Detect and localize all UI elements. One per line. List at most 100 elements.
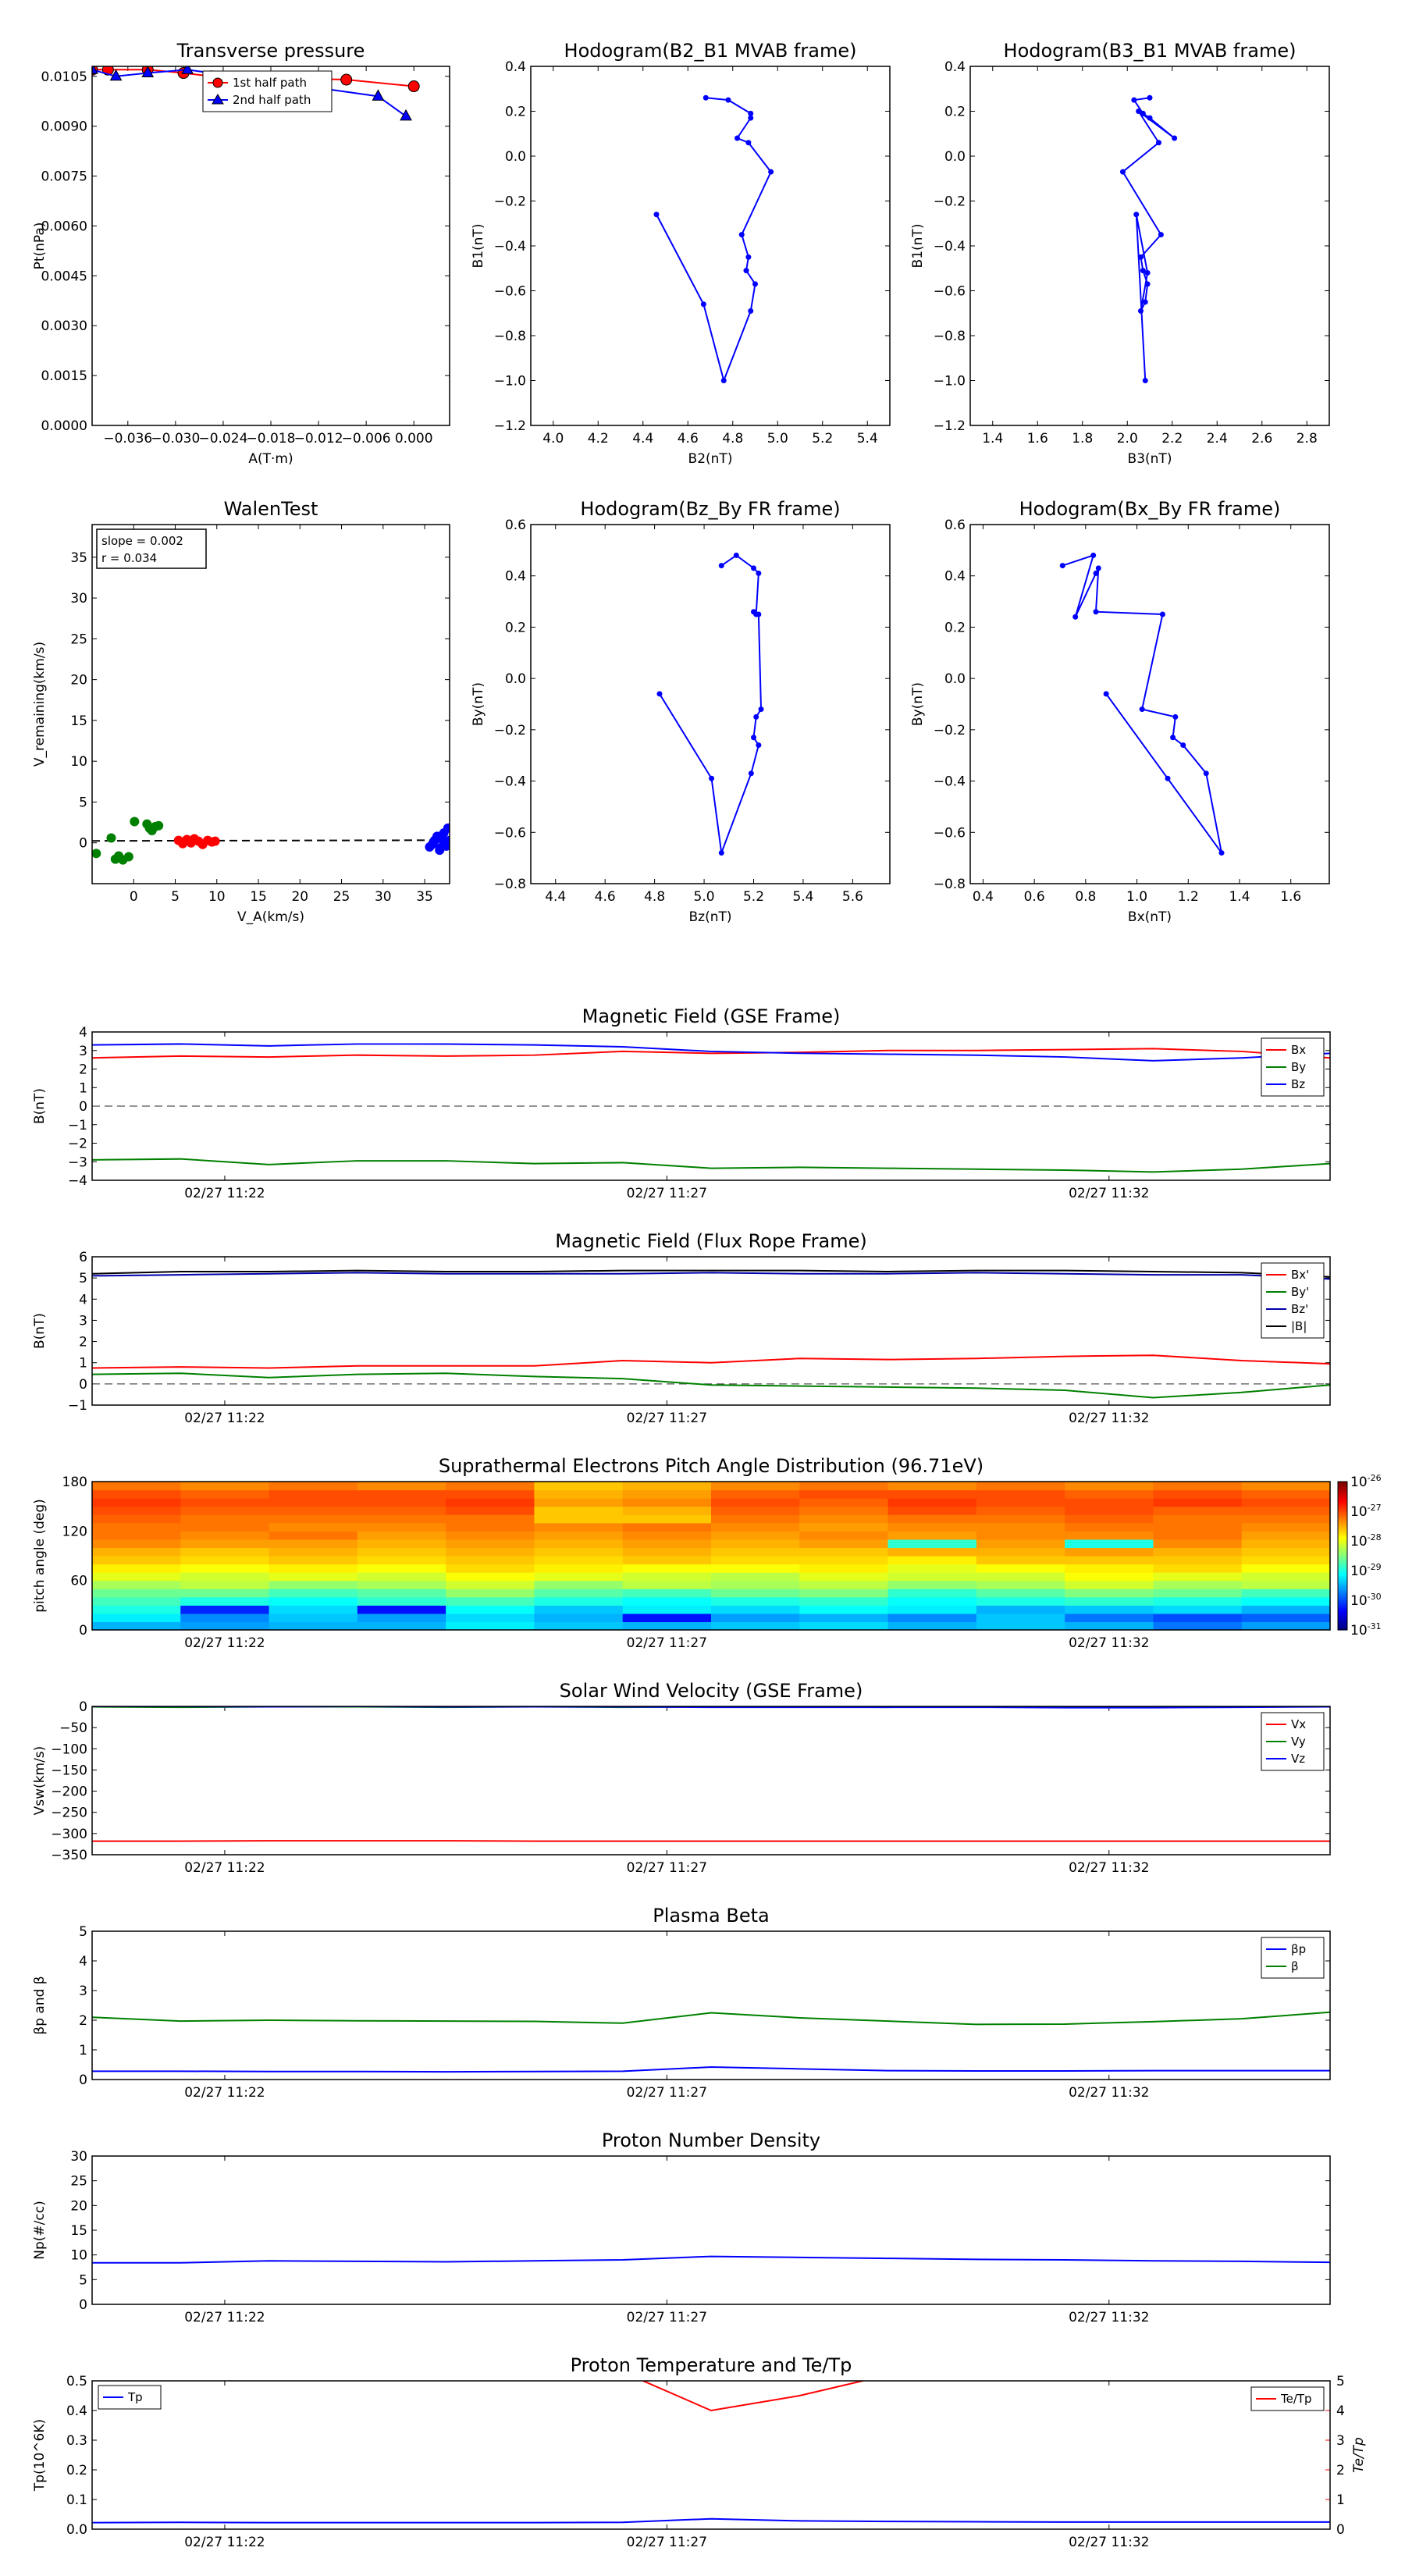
y-tick-label: 1: [79, 1080, 87, 1096]
heatmap-cell: [1153, 1589, 1243, 1598]
data-point: [751, 609, 757, 615]
y-tick-label: 0.0075: [41, 169, 87, 185]
heatmap-cell: [1241, 1489, 1331, 1499]
data-point: [1133, 212, 1140, 218]
data-point: [751, 565, 757, 571]
x-tick-label: 1.6: [1280, 889, 1301, 905]
series-line: [92, 2255, 1330, 2264]
y-tick-label: −250: [51, 1806, 87, 1821]
heatmap-cell: [976, 1556, 1065, 1565]
x-tick-label: 4.8: [722, 431, 743, 447]
heatmap-cell: [1153, 1498, 1243, 1507]
heatmap-cell: [1153, 1539, 1243, 1549]
heatmap-cell: [534, 1547, 624, 1557]
panel-pt: Transverse pressure−0.036−0.030−0.024−0.…: [32, 40, 450, 467]
colorbar-step: [1338, 1600, 1347, 1603]
heatmap-cell: [1241, 1531, 1331, 1540]
panel-hxy: Hodogram(Bx_By FR frame) 0.4 0.6 0.8 1.0 1.2 1…: [910, 498, 1330, 925]
colorbar-step: [1338, 1612, 1347, 1616]
y-tick-label: 0: [79, 2297, 87, 2313]
heatmap-cell: [711, 1547, 800, 1557]
x-tick-label: 4.4: [545, 889, 566, 905]
y-tick-label: 0.2: [944, 105, 966, 120]
panel-beta: Plasma Beta 02/27 11:22 02/27 11:27 02/27 1…: [32, 1905, 1331, 2101]
data-point: [1103, 691, 1109, 697]
colorbar-step: [1338, 1550, 1347, 1554]
x-tick-label: 02/27 11:32: [1069, 1411, 1149, 1426]
data-point: [1158, 232, 1164, 238]
data-point: [123, 852, 133, 862]
x-tick-label: 02/27 11:32: [1069, 2535, 1149, 2550]
plot-area: [92, 2381, 1330, 2524]
data-point: [181, 66, 194, 74]
colorbar-step: [1338, 1571, 1347, 1574]
y-tick-label: −0.6: [494, 825, 526, 841]
heatmap-cell: [1065, 1522, 1154, 1532]
plot-frame: [91, 2380, 1331, 2530]
plot-area: [92, 1043, 1330, 1173]
plot-area: [92, 1706, 1330, 1842]
y-tick-label: 0: [79, 1699, 87, 1715]
x-tick-label: 10: [208, 889, 226, 905]
colorbar-step: [1338, 1578, 1347, 1582]
data-point: [1140, 110, 1146, 116]
heatmap-cell: [534, 1539, 624, 1549]
colorbar-step: [1338, 1610, 1347, 1614]
y-axis-label: By(nT): [910, 682, 926, 726]
heatmap-cell: [92, 1580, 181, 1589]
data-point: [1165, 775, 1171, 781]
y-tick-label: 0.2: [505, 105, 526, 120]
data-point: [656, 691, 663, 697]
y-tick-label: 0.2: [66, 2463, 87, 2478]
colorbar-step: [1338, 1556, 1347, 1559]
x-tick-label: −0.030: [151, 431, 200, 447]
data-point: [372, 89, 385, 101]
y-axis-label: Vsw(km/s): [32, 1746, 48, 1816]
heatmap-cell: [92, 1605, 181, 1614]
data-point: [733, 552, 739, 558]
x-tick-label: 2.8: [1297, 431, 1318, 447]
colorbar-step: [1338, 1523, 1347, 1527]
heatmap-cell: [180, 1621, 270, 1631]
colorbar-step: [1338, 1489, 1347, 1493]
colorbar-step: [1338, 1486, 1347, 1490]
heatmap-cell: [1241, 1556, 1331, 1565]
heatmap-cell: [1241, 1539, 1331, 1549]
y-axis-label: B(nT): [32, 1088, 48, 1124]
heatmap-cell: [92, 1564, 181, 1573]
y-tick-label: −0.8: [494, 329, 526, 344]
y-tick-label: 0: [79, 1623, 87, 1638]
colorbar-step: [1338, 1511, 1347, 1514]
series-line: [641, 2381, 866, 2412]
y-tick-label: −0.6: [494, 284, 526, 300]
heatmap-cell: [1153, 1580, 1243, 1589]
data-point: [141, 66, 155, 78]
y-tick-label: −0.2: [934, 723, 966, 738]
heatmap-cell: [1153, 1506, 1243, 1515]
y-tick-label: 0.0030: [41, 318, 87, 334]
y-tick-label: −0.4: [494, 774, 526, 790]
heatmap-cell: [1065, 1564, 1154, 1573]
data-point: [210, 836, 220, 846]
colorbar: 10-26 10-27 10-28 10-29 10-30 10-31: [1337, 1473, 1382, 1638]
heatmap-cell: [799, 1514, 889, 1524]
heatmap-cell: [799, 1489, 889, 1499]
data-point: [725, 97, 731, 103]
data-point: [106, 833, 116, 843]
y-tick-label: 0.4: [66, 2403, 87, 2419]
heatmap-cell: [446, 1572, 535, 1582]
heatmap-cell: [799, 1556, 889, 1565]
colorbar-step: [1338, 1491, 1347, 1495]
heatmap-cell: [180, 1556, 270, 1565]
heatmap-cell: [534, 1514, 624, 1524]
heatmap-cell: [1065, 1605, 1154, 1614]
y-axis-label: pitch angle (deg): [32, 1499, 48, 1613]
x-tick-label: 02/27 11:32: [1069, 2310, 1149, 2325]
series-line: [1122, 97, 1176, 381]
data-point: [1147, 94, 1153, 101]
x-tick-label: 02/27 11:22: [184, 1411, 265, 1426]
data-point: [1072, 614, 1079, 620]
series-line: [92, 1269, 1330, 1278]
heatmap-cell: [357, 1498, 446, 1507]
